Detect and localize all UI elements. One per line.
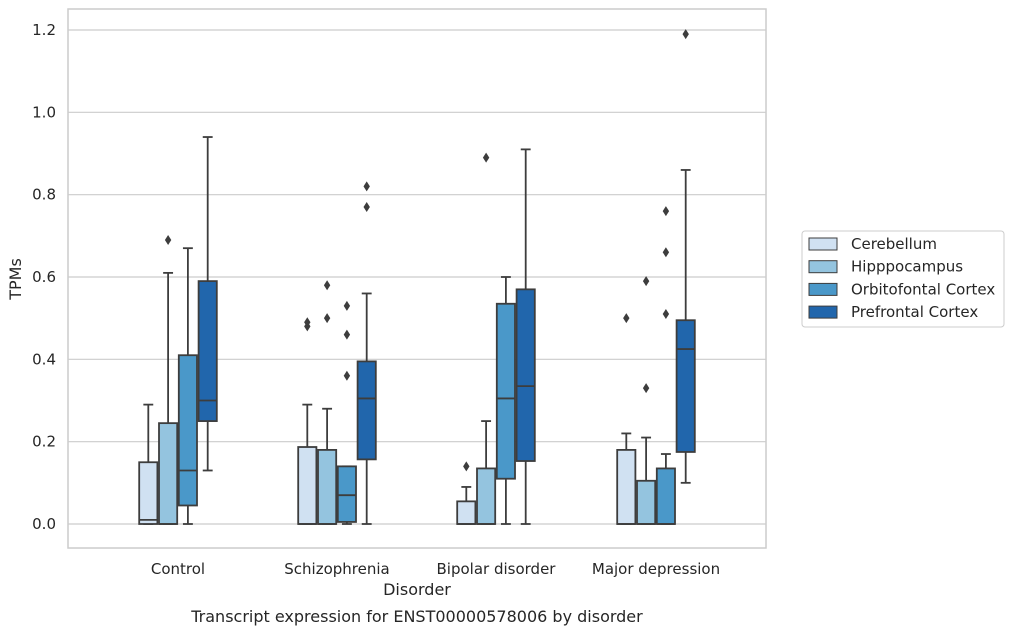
outlier-point (343, 370, 351, 381)
outlier-point (623, 313, 630, 324)
legend: Cerebellum Hipppocampus Orbitofontal Corte… (801, 230, 1005, 328)
plot-frame (67, 8, 767, 549)
box-2-3 (655, 206, 676, 525)
box-1-2 (476, 152, 497, 525)
box-0-3 (616, 313, 637, 525)
legend-swatch (808, 305, 838, 319)
legend-label: Cerebellum (851, 235, 937, 253)
box-0-0 (138, 403, 159, 525)
box-body (158, 422, 179, 525)
x-axis-label: Disorder (383, 580, 451, 599)
outlier-point (682, 29, 689, 40)
outlier-point (304, 317, 311, 328)
box-body (297, 446, 318, 525)
y-tick-label: 1.2 (32, 21, 56, 39)
box-3-0 (197, 136, 218, 472)
box-body (456, 500, 477, 525)
outlier-point (323, 280, 331, 291)
y-tick-label: 0.4 (32, 350, 56, 368)
outlier-point (482, 152, 490, 163)
box-body (495, 302, 516, 480)
outlier-point (662, 247, 670, 258)
legend-swatch (808, 282, 838, 296)
y-tick-label: 0.2 (32, 433, 56, 451)
box-2-1 (336, 300, 357, 525)
box-0-1 (297, 317, 318, 525)
y-axis-label: TPMs (6, 258, 25, 301)
box-1-3 (636, 276, 657, 525)
y-tick-labels: 0.0 0.2 0.4 0.6 0.8 1.0 1.2 (32, 21, 56, 533)
box-2-0 (177, 247, 198, 525)
y-tick-label: 0.6 (32, 268, 56, 286)
legend-swatch (808, 260, 838, 274)
box-body (616, 448, 637, 525)
box-body (356, 360, 377, 461)
outlier-point (343, 329, 351, 340)
box-body (476, 467, 497, 525)
outlier-point (642, 276, 650, 287)
outlier-point (662, 309, 670, 320)
outlier-point (463, 461, 470, 472)
box-body (177, 354, 198, 507)
legend-label: Prefrontal Cortex (851, 303, 978, 321)
box-body (655, 467, 676, 525)
box-3-2 (515, 148, 536, 525)
outlier-point (642, 383, 650, 394)
box-2-2 (495, 276, 516, 525)
box-1-1 (317, 280, 338, 525)
box-body (317, 448, 338, 525)
box-body (138, 461, 159, 525)
box-3-3 (675, 29, 696, 484)
box-body (336, 465, 357, 523)
legend-label: Hipppocampus (851, 258, 963, 276)
x-tick-label: Schizophrenia (284, 560, 389, 578)
outlier-point (662, 206, 670, 217)
x-tick-label: Major depression (592, 560, 720, 578)
legend-swatch (808, 237, 838, 251)
y-tick-label: 1.0 (32, 103, 56, 121)
x-tick-label: Control (151, 560, 205, 578)
outlier-point (363, 181, 370, 192)
y-tick-label: 0.0 (32, 515, 56, 533)
box-body (675, 319, 696, 453)
outlier-point (323, 313, 331, 324)
outlier-point (343, 300, 351, 311)
y-tick-label: 0.8 (32, 186, 56, 204)
box-0-2 (456, 461, 477, 525)
outlier-point (164, 234, 172, 245)
x-tick-label: Bipolar disorder (437, 560, 557, 578)
legend-frame (801, 230, 1005, 328)
box-1-0 (158, 234, 179, 525)
legend-label: Orbitofontal Cortex (851, 280, 995, 298)
outlier-point (363, 202, 370, 213)
box-body (636, 479, 657, 525)
box-body (197, 280, 218, 422)
box-body (515, 288, 536, 462)
box-3-1 (356, 181, 377, 525)
x-tick-labels: Control Schizophrenia Bipolar disorder Majo… (151, 560, 720, 578)
box-layer (138, 29, 696, 525)
chart-caption: Transcript expression for ENST0000057800… (190, 607, 643, 626)
